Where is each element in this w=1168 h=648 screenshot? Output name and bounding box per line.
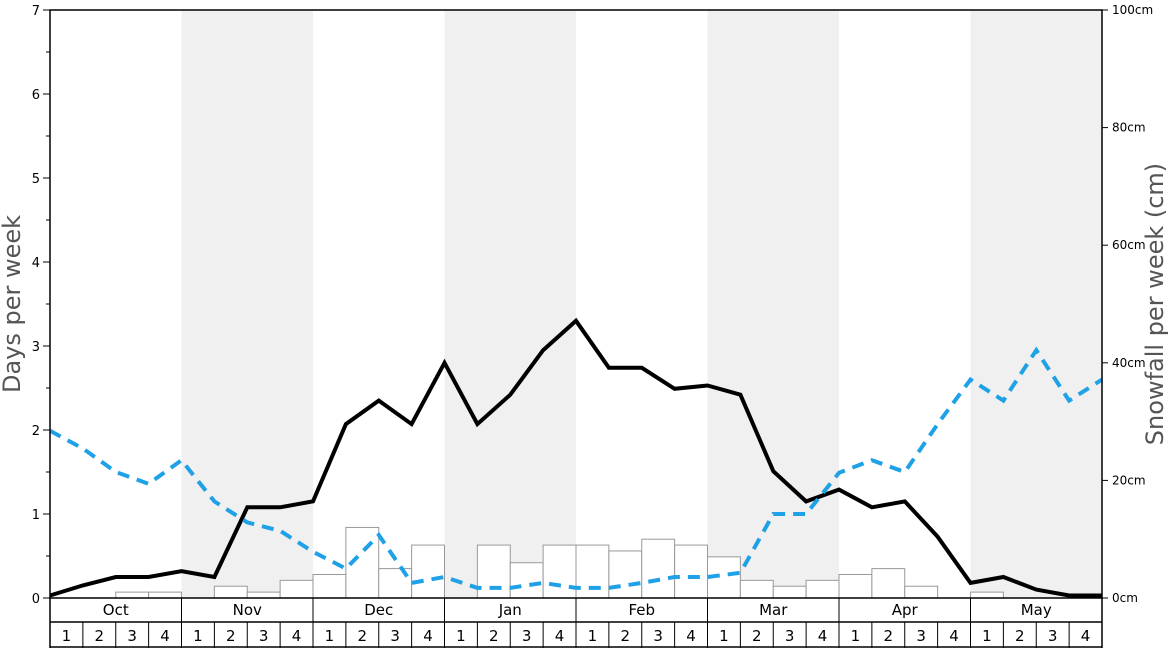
month-label: Nov bbox=[233, 601, 262, 619]
month-bands bbox=[181, 10, 1102, 598]
week-label: 1 bbox=[325, 627, 335, 645]
week-label: 2 bbox=[621, 627, 631, 645]
right-tick-label: 20cm bbox=[1112, 473, 1146, 487]
week-label: 3 bbox=[653, 627, 663, 645]
snowfall-bar bbox=[246, 591, 281, 599]
snowfall-bar bbox=[213, 585, 248, 599]
month-band bbox=[444, 10, 576, 598]
series-lines bbox=[49, 317, 1104, 598]
week-label: 3 bbox=[916, 627, 926, 645]
week-label: 1 bbox=[588, 627, 598, 645]
week-label: 1 bbox=[456, 627, 466, 645]
week-label: 4 bbox=[949, 627, 959, 645]
week-label: 4 bbox=[292, 627, 302, 645]
snowfall-bar bbox=[148, 591, 182, 599]
month-band bbox=[707, 10, 839, 598]
week-label: 2 bbox=[489, 627, 499, 645]
snowfall-bar bbox=[312, 573, 347, 599]
right-tick-label: 60cm bbox=[1112, 238, 1146, 252]
right-axis: 0cm 20cm 40cm 60cm 80cm 100cm bbox=[1102, 3, 1153, 605]
snowfall-bar bbox=[871, 568, 906, 599]
snowfall-bar bbox=[115, 591, 150, 599]
left-tick-label: 5 bbox=[32, 172, 40, 187]
week-label: 1 bbox=[193, 627, 203, 645]
week-label: 3 bbox=[1048, 627, 1058, 645]
right-tick-label: 0cm bbox=[1112, 591, 1138, 605]
snowfall-bar bbox=[542, 544, 577, 599]
snowfall-bars bbox=[115, 526, 1004, 599]
month-label: Feb bbox=[628, 601, 655, 619]
month-band bbox=[970, 10, 1102, 598]
snowfall-bar bbox=[904, 585, 939, 599]
snowfall-bar bbox=[641, 538, 676, 599]
month-label: Jan bbox=[498, 601, 522, 619]
month-label: Mar bbox=[759, 601, 788, 619]
week-label: 1 bbox=[982, 627, 992, 645]
left-axis: 0 1 2 3 4 5 6 7 bbox=[32, 4, 50, 607]
week-label: 3 bbox=[785, 627, 795, 645]
month-label: Dec bbox=[364, 601, 393, 619]
week-label: 3 bbox=[522, 627, 532, 645]
week-label: 2 bbox=[752, 627, 762, 645]
week-label: 4 bbox=[1081, 627, 1091, 645]
right-tick-label: 40cm bbox=[1112, 356, 1146, 370]
week-label: 4 bbox=[423, 627, 433, 645]
month-label: Apr bbox=[892, 601, 919, 619]
month-band bbox=[181, 10, 313, 598]
left-tick-label: 0 bbox=[32, 592, 40, 607]
left-tick-label: 6 bbox=[32, 88, 40, 103]
week-label: 2 bbox=[884, 627, 894, 645]
month-label: Oct bbox=[103, 601, 129, 619]
week-label: 2 bbox=[226, 627, 236, 645]
left-tick-label: 4 bbox=[32, 256, 40, 271]
week-label: 4 bbox=[686, 627, 696, 645]
week-label: 4 bbox=[818, 627, 828, 645]
week-label: 2 bbox=[95, 627, 105, 645]
snowfall-bar bbox=[674, 544, 708, 599]
month-axis: Oct 1 2 3 4 Nov 1 2 3 4 Dec 1 2 3 4 Jan 1 2 3 4 Feb 1 2 3 4 Mar 1 2… bbox=[49, 598, 1103, 648]
month-label: May bbox=[1021, 601, 1052, 619]
snowfall-bar bbox=[476, 544, 511, 599]
week-label: 1 bbox=[62, 627, 72, 645]
left-axis-title: Days per week bbox=[0, 215, 26, 393]
week-label: 3 bbox=[390, 627, 400, 645]
left-tick-label: 2 bbox=[32, 424, 40, 439]
week-label: 3 bbox=[127, 627, 137, 645]
left-tick-label: 3 bbox=[32, 340, 40, 355]
snowfall-bar bbox=[411, 544, 445, 599]
week-label: 1 bbox=[719, 627, 729, 645]
left-tick-label: 7 bbox=[32, 4, 40, 19]
snowfall-bar bbox=[509, 562, 544, 599]
snowfall-bar bbox=[772, 585, 807, 599]
week-label: 3 bbox=[259, 627, 269, 645]
snowfall-bar bbox=[575, 544, 610, 599]
right-axis-title: Snowfall per week (cm) bbox=[1141, 163, 1168, 445]
snowfall-bar bbox=[739, 579, 774, 599]
right-tick-label: 80cm bbox=[1112, 121, 1146, 135]
week-label: 1 bbox=[851, 627, 861, 645]
snowfall-bar bbox=[970, 591, 1004, 599]
snowfall-bar bbox=[608, 550, 643, 599]
week-label: 2 bbox=[358, 627, 368, 645]
snowfall-bar bbox=[279, 579, 314, 599]
snowfall-bar bbox=[838, 573, 873, 599]
week-label: 4 bbox=[555, 627, 565, 645]
dashed-blue-line bbox=[49, 346, 1104, 590]
left-tick-label: 1 bbox=[32, 508, 40, 523]
week-label: 2 bbox=[1015, 627, 1025, 645]
week-label: 4 bbox=[160, 627, 170, 645]
right-tick-label: 100cm bbox=[1112, 3, 1153, 17]
solid-black-line bbox=[49, 317, 1102, 598]
snowfall-bar bbox=[805, 579, 840, 599]
